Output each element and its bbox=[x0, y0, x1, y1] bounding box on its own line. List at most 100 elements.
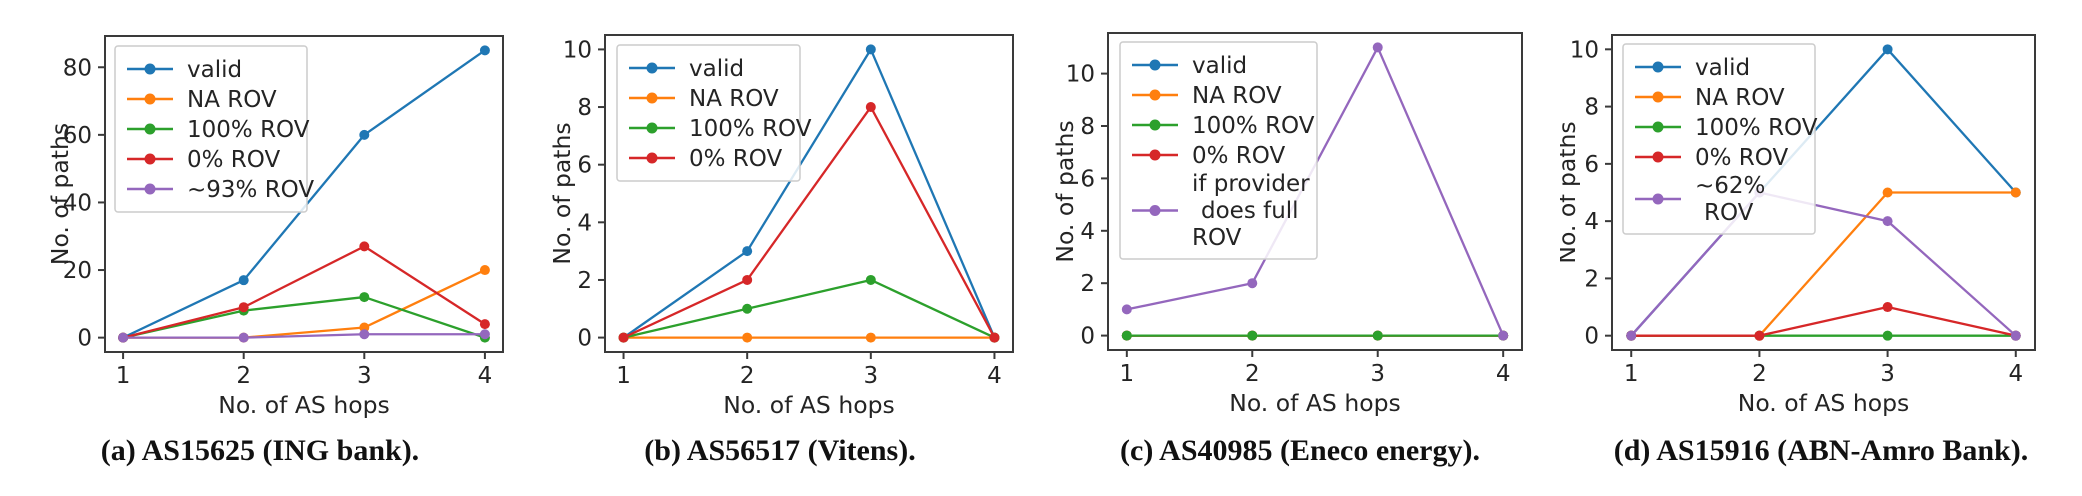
legend-sample-marker bbox=[1652, 193, 1664, 205]
y-tick-label: 0 bbox=[577, 326, 592, 352]
caption-c: (c) AS40985 (Eneco energy). bbox=[1120, 434, 1480, 467]
y-axis-label: No. of paths bbox=[1051, 120, 1079, 262]
series-line-0-rov bbox=[122, 245, 486, 339]
legend-sample-marker bbox=[1149, 149, 1161, 161]
legend-sample-marker bbox=[144, 63, 156, 75]
legend-sample-marker bbox=[646, 62, 658, 74]
plot-area bbox=[104, 35, 504, 353]
y-tick-label: 0 bbox=[1080, 324, 1095, 350]
legend-sample-marker bbox=[1652, 91, 1664, 103]
legend-label: NA ROV bbox=[187, 87, 277, 113]
data-point bbox=[1882, 44, 1893, 55]
x-tick-label: 1 bbox=[616, 363, 631, 389]
plot-area bbox=[604, 34, 1014, 353]
chart-b-line-plot: 1 2 3 4 0 2 4 6 8 10 No. of AS hops No. of paths val… bbox=[548, 34, 1014, 419]
legend-label: 0% ROV bbox=[187, 147, 280, 173]
caption-d: (d) AS15916 (ABN-Amro Bank). bbox=[1613, 434, 2029, 467]
y-tick-label: 10 bbox=[1066, 62, 1095, 88]
data-point bbox=[1882, 187, 1893, 198]
x-axis-label: No. of AS hops bbox=[218, 391, 390, 419]
y-axis-label: No. of paths bbox=[46, 123, 74, 265]
data-point bbox=[1372, 330, 1383, 341]
legend-label: 0% ROV bbox=[1192, 143, 1285, 169]
legend-sample-marker bbox=[1652, 121, 1664, 133]
data-point bbox=[742, 332, 753, 343]
x-tick-label: 3 bbox=[863, 363, 878, 389]
legend-label: ~62% bbox=[1695, 173, 1765, 199]
data-point bbox=[238, 332, 249, 343]
x-tick-label: 4 bbox=[1496, 361, 1511, 387]
legend-label: 100% ROV bbox=[1695, 115, 1818, 141]
y-axis-label: No. of paths bbox=[548, 122, 576, 264]
legend-label: NA ROV bbox=[1192, 83, 1282, 109]
legend-sample-marker bbox=[144, 123, 156, 135]
panel-d: 1 2 3 4 0 2 4 6 8 10 No. of AS hops No. of paths val… bbox=[1560, 0, 2082, 468]
y-tick-label: 4 bbox=[1080, 219, 1095, 245]
x-tick-label: 2 bbox=[740, 363, 755, 389]
panel-a: 1 2 3 4 0 20 40 60 80 No. of AS hops No. of paths v… bbox=[0, 0, 520, 468]
x-tick-label: 4 bbox=[2008, 361, 2023, 387]
legend-sample-marker bbox=[1149, 205, 1161, 216]
legend-label: NA ROV bbox=[689, 86, 779, 112]
data-point bbox=[238, 302, 249, 313]
legend-sample-marker bbox=[1652, 61, 1664, 73]
series-line-0-rov bbox=[1631, 305, 2017, 337]
series-line--93-rov bbox=[123, 333, 485, 339]
y-tick-label: 8 bbox=[1584, 95, 1599, 121]
y-tick-label: 60 bbox=[63, 123, 92, 149]
data-point bbox=[1882, 330, 1893, 341]
data-point bbox=[742, 303, 753, 314]
series-line--62-rov bbox=[1630, 191, 2017, 337]
legend-sample-marker bbox=[1149, 59, 1161, 71]
chart-c-line-plot: 1 2 3 4 0 2 4 6 8 10 No. of AS hops No. of paths val… bbox=[1051, 32, 1523, 417]
legend-sample-marker bbox=[144, 93, 156, 105]
data-point bbox=[865, 44, 876, 55]
x-tick-label: 2 bbox=[236, 363, 251, 389]
legend-box bbox=[114, 45, 308, 213]
series-line-valid bbox=[622, 48, 996, 339]
legend-sample-marker bbox=[646, 122, 658, 134]
x-tick-label: 1 bbox=[1624, 361, 1639, 387]
y-axis-label: No. of paths bbox=[1560, 121, 1581, 263]
y-tick-label: 2 bbox=[1584, 266, 1599, 292]
legend-sample-marker bbox=[646, 92, 658, 104]
panel-b: 1 2 3 4 0 2 4 6 8 10 No. of AS hops No. of paths val… bbox=[520, 0, 1040, 468]
data-point bbox=[1882, 216, 1893, 227]
data-point bbox=[2010, 330, 2021, 341]
series-line-100-rov bbox=[623, 278, 995, 339]
data-point bbox=[1247, 330, 1258, 341]
y-tick-label: 10 bbox=[1570, 37, 1599, 63]
y-tick-label: 0 bbox=[1584, 324, 1599, 350]
y-tick-label: 8 bbox=[577, 95, 592, 121]
legend-box bbox=[1622, 43, 1816, 235]
data-point bbox=[865, 332, 876, 343]
data-point bbox=[1121, 304, 1132, 315]
legend-sample-marker bbox=[144, 183, 156, 195]
x-tick-label: 4 bbox=[987, 363, 1002, 389]
legend-label: ROV bbox=[1704, 200, 1754, 226]
y-tick-label: 2 bbox=[577, 268, 592, 294]
legend-label: 0% ROV bbox=[689, 146, 782, 172]
legend-sample-marker bbox=[1652, 151, 1664, 163]
y-tick-label: 8 bbox=[1080, 114, 1095, 140]
legend-label: ROV bbox=[1192, 225, 1242, 251]
chart-d-line-plot: 1 2 3 4 0 2 4 6 8 10 No. of AS hops No. of paths val… bbox=[1560, 34, 2036, 417]
x-tick-label: 1 bbox=[1119, 361, 1134, 387]
plot-area bbox=[1611, 34, 2036, 351]
data-point bbox=[1247, 278, 1258, 289]
y-tick-label: 10 bbox=[563, 37, 592, 63]
caption-a: (a) AS15625 (ING bank). bbox=[100, 434, 420, 467]
x-tick-label: 1 bbox=[116, 363, 131, 389]
x-tick-label: 2 bbox=[1245, 361, 1260, 387]
data-point bbox=[865, 102, 876, 113]
x-tick-label: 3 bbox=[1370, 361, 1385, 387]
legend-label: 100% ROV bbox=[1192, 113, 1315, 139]
y-tick-label: 2 bbox=[1080, 271, 1095, 297]
legend-label: 100% ROV bbox=[689, 116, 812, 142]
y-tick-label: 4 bbox=[577, 210, 592, 236]
y-tick-label: 40 bbox=[63, 190, 92, 216]
x-tick-label: 2 bbox=[1752, 361, 1767, 387]
data-point bbox=[1121, 330, 1132, 341]
